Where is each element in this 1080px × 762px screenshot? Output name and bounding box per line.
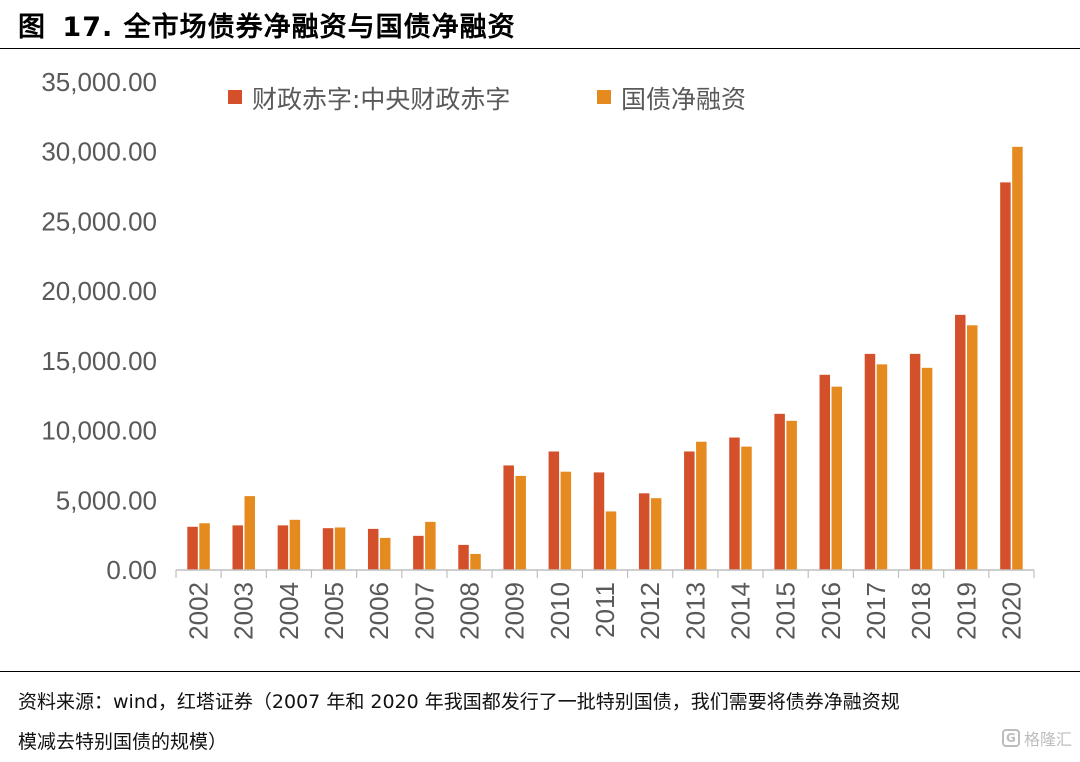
x-tick-label: 2019 (951, 582, 981, 640)
bar-fiscal-deficit (774, 413, 785, 570)
x-tick-label: 2013 (680, 582, 710, 640)
source-line-1: 资料来源：wind，红塔证券（2007 年和 2020 年我国都发行了一批特别国… (18, 691, 900, 713)
x-tick-label: 2002 (184, 582, 214, 640)
x-tick-label: 2012 (635, 582, 665, 640)
x-tick-label: 2016 (816, 582, 846, 640)
legend-swatch-treasury (597, 90, 611, 104)
bar-fiscal-deficit (458, 544, 469, 570)
y-tick-label: 20,000.00 (41, 276, 157, 306)
bar-fiscal-deficit (322, 528, 334, 570)
bar-treasury-net-financing (696, 441, 707, 570)
bar-treasury-net-financing (289, 519, 301, 570)
bar-fiscal-deficit (593, 472, 605, 570)
bar-treasury-net-financing (831, 386, 843, 570)
bar-fiscal-deficit (864, 353, 876, 570)
bar-fiscal-deficit (277, 525, 289, 570)
y-tick-label: 25,000.00 (41, 206, 157, 236)
y-tick-label: 35,000.00 (41, 67, 157, 97)
bar-fiscal-deficit (638, 493, 650, 570)
x-axis: 2002 2003 2004 2005 2006 2007 2008 2009 2010 2011… (175, 569, 1035, 640)
bar-treasury-net-financing (605, 511, 617, 570)
bar-chart: 0.00 5,000.00 10,000.00 15,000.00 20,000.00 2… (41, 67, 1035, 640)
y-tick-label: 15,000.00 (41, 346, 157, 376)
figure-number: 17. (62, 12, 114, 43)
x-tick-label: 2011 (590, 582, 620, 638)
bar-fiscal-deficit (232, 525, 243, 570)
bar-treasury-net-financing (470, 553, 481, 570)
title-divider (0, 48, 1080, 49)
figure-title: 图 17. 全市场债券净融资与国债净融资 (18, 8, 516, 48)
source-line-2: 模减去特别国债的规模） (18, 731, 228, 753)
x-tick-label: 2020 (996, 582, 1026, 640)
bar-treasury-net-financing (199, 523, 210, 570)
x-tick-label: 2003 (229, 582, 259, 640)
bar-treasury-net-financing (334, 527, 346, 570)
bar-fiscal-deficit (909, 353, 921, 570)
bar-fiscal-deficit (413, 535, 424, 570)
bar-treasury-net-financing (921, 367, 933, 570)
source-note: 资料来源：wind，红塔证券（2007 年和 2020 年我国都发行了一批特别国… (18, 682, 1068, 762)
bar-treasury-net-financing (967, 325, 978, 570)
legend: 财政赤字:中央财政赤字 国债净融资 (228, 85, 746, 114)
bar-fiscal-deficit (729, 437, 740, 570)
bar-fiscal-deficit (1000, 182, 1011, 571)
bar-fiscal-deficit (548, 451, 560, 570)
x-tick-label: 2009 (500, 582, 530, 640)
bar-fiscal-deficit (819, 374, 831, 570)
bar-group (187, 146, 1023, 571)
bar-fiscal-deficit (955, 314, 966, 570)
x-tick-label: 2007 (409, 582, 439, 640)
bar-treasury-net-financing (650, 498, 662, 570)
source-divider (0, 671, 1080, 672)
y-axis: 0.00 5,000.00 10,000.00 15,000.00 20,000.00 2… (41, 67, 157, 585)
bar-fiscal-deficit (367, 528, 379, 570)
legend-label-fiscal-deficit: 财政赤字:中央财政赤字 (252, 85, 510, 114)
y-tick-label: 5,000.00 (56, 485, 157, 515)
x-tick-label: 2017 (861, 582, 891, 640)
bar-treasury-net-financing (244, 496, 255, 570)
x-tick-label: 2004 (274, 582, 304, 640)
x-tick-label: 2010 (545, 582, 575, 640)
bar-treasury-net-financing (379, 537, 391, 570)
y-tick-label: 10,000.00 (41, 416, 157, 446)
watermark-text: 格隆汇 (1023, 730, 1072, 749)
x-tick-label: 2008 (455, 582, 485, 640)
figure-title-text: 全市场债券净融资与国债净融资 (123, 12, 516, 43)
y-tick-label: 30,000.00 (41, 137, 157, 167)
x-tick-label: 2014 (725, 582, 755, 640)
x-tick-label: 2015 (771, 582, 801, 640)
bar-treasury-net-financing (515, 475, 526, 570)
bar-treasury-net-financing (876, 364, 888, 570)
bar-fiscal-deficit (684, 451, 695, 570)
bar-treasury-net-financing (786, 420, 797, 570)
x-tick-label: 2006 (364, 582, 394, 640)
x-tick-label: 2005 (319, 582, 349, 640)
bar-treasury-net-financing (741, 446, 752, 570)
watermark: G 格隆汇 (1001, 726, 1072, 750)
legend-swatch-fiscal-deficit (228, 90, 242, 104)
bar-treasury-net-financing (425, 521, 436, 570)
bar-treasury-net-financing (560, 471, 572, 570)
bar-fiscal-deficit (187, 526, 198, 570)
y-tick-label: 0.00 (106, 555, 157, 585)
bar-treasury-net-financing (1012, 146, 1023, 570)
legend-label-treasury: 国债净融资 (621, 85, 746, 114)
x-tick-label: 2018 (906, 582, 936, 640)
watermark-logo-icon: G (1001, 729, 1020, 747)
figure-label: 图 (18, 12, 46, 43)
bar-fiscal-deficit (503, 465, 514, 570)
